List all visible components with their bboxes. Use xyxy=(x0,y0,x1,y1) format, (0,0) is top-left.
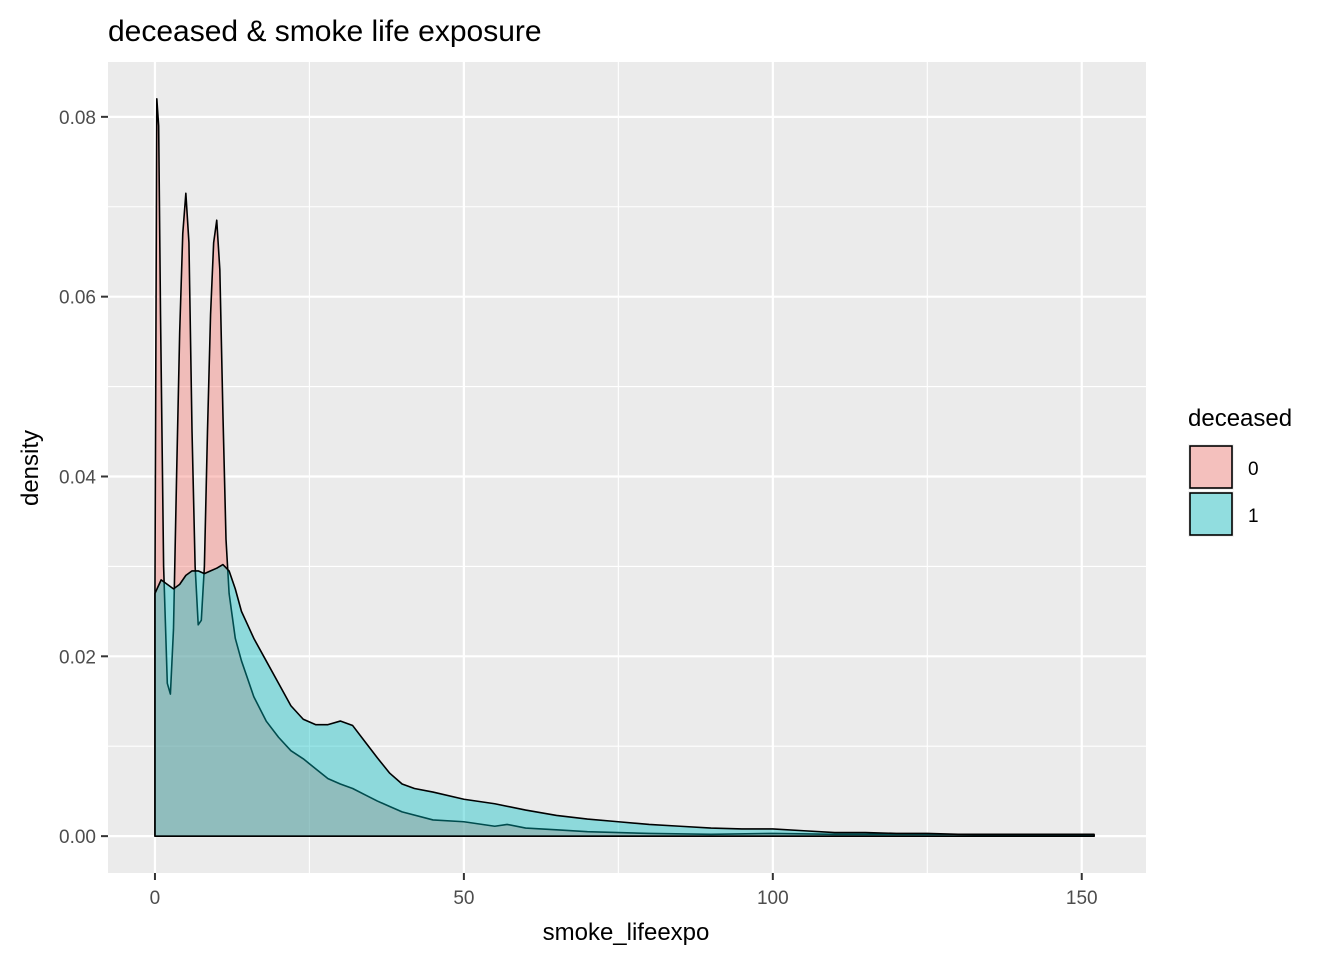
y-tick-label: 0.06 xyxy=(59,288,96,309)
x-tick-label: 50 xyxy=(453,888,474,909)
x-axis-title: smoke_lifeexpo xyxy=(543,919,710,946)
x-tick-label: 150 xyxy=(1066,888,1098,909)
y-tick-label: 0.00 xyxy=(59,827,96,848)
y-tick-label: 0.02 xyxy=(59,647,96,668)
x-tick-label: 0 xyxy=(150,888,161,909)
legend-key-background xyxy=(1188,444,1234,490)
grid-lines xyxy=(108,62,1146,873)
y-axis-title: density xyxy=(17,430,44,506)
density-area-series-1 xyxy=(154,563,1095,837)
legend-swatch-1 xyxy=(1189,492,1233,536)
legend-keys: 01 xyxy=(1188,444,1259,537)
plot-panel xyxy=(108,62,1146,873)
axes: 0 50 100 150 0.00 0.02 0.04 0.06 0.08 xyxy=(59,108,1098,909)
density-area-series-0 xyxy=(154,98,1095,837)
legend-title: deceased xyxy=(1188,405,1292,432)
x-tick-label: 100 xyxy=(757,888,789,909)
legend-label-1: 1 xyxy=(1248,506,1259,527)
legend-label-0: 0 xyxy=(1248,459,1259,480)
density-areas xyxy=(154,98,1095,837)
legend-key-background xyxy=(1188,491,1234,537)
legend-swatch-0 xyxy=(1189,445,1233,489)
chart-title: deceased & smoke life exposure xyxy=(108,15,542,48)
legend: deceased 01 xyxy=(1188,405,1292,537)
y-tick-label: 0.04 xyxy=(59,467,96,488)
y-tick-label: 0.08 xyxy=(59,108,96,129)
